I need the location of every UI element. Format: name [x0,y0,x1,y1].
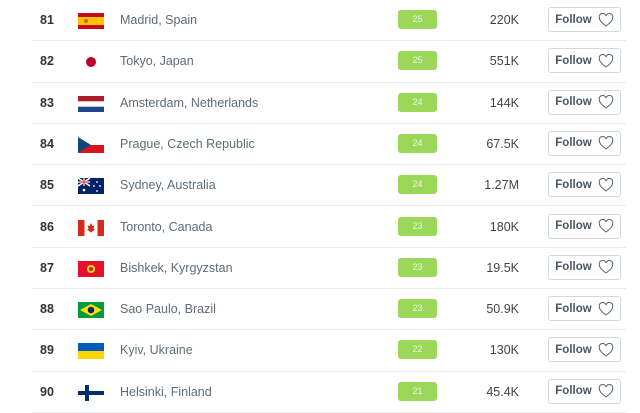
heart-icon [598,301,613,316]
follower-count: 45.4K [486,384,519,399]
heart-icon [598,136,613,151]
table-row: 85 Sydney, Australia 24 1.27M Follow [0,165,640,207]
follower-count: 144K [489,95,519,110]
heart-icon [598,177,613,192]
australia-flag-icon [78,178,104,195]
table-row: 88 Sao Paulo, Brazil 23 50.9K Follow [0,289,640,331]
table-row: 81 Madrid, Spain 25 220K Follow [0,0,640,42]
spain-flag-icon [78,13,104,29]
netherlands-flag-icon [78,95,104,112]
follow-label: Follow [555,96,592,109]
city-name[interactable]: Toronto, Canada [120,219,213,234]
rank-number: 89 [40,343,54,358]
follower-count: 130K [489,343,519,358]
follower-count: 220K [489,13,519,27]
follow-button[interactable]: Follow [548,89,621,115]
follower-count: 551K [489,54,519,69]
city-name[interactable]: Sao Paulo, Brazil [120,302,216,317]
city-name[interactable]: Tokyo, Japan [120,54,194,69]
heart-icon [598,53,613,68]
table-row: 82 Tokyo, Japan 25 551K Follow [0,41,640,83]
score-badge: 25 [398,51,437,71]
follow-button[interactable]: Follow [548,378,621,404]
city-name[interactable]: Amsterdam, Netherlands [120,95,259,110]
canada-flag-icon [78,219,104,236]
city-name[interactable]: Prague, Czech Republic [120,136,255,151]
rank-number: 88 [40,302,54,317]
follow-button[interactable]: Follow [548,172,621,198]
rank-number: 82 [40,54,54,69]
follow-button[interactable]: Follow [548,337,621,363]
follow-label: Follow [555,54,592,67]
follow-label: Follow [555,13,592,26]
follow-button[interactable]: Follow [548,130,621,156]
follow-label: Follow [555,385,592,398]
rank-number: 81 [40,13,54,27]
rank-number: 90 [40,384,54,399]
score-badge: 25 [398,10,437,29]
rank-number: 83 [40,95,54,110]
heart-icon [598,384,613,398]
follow-button[interactable]: Follow [548,7,621,32]
follower-count: 19.5K [486,260,519,275]
score-badge: 24 [398,175,437,195]
score-badge: 24 [398,92,437,112]
table-row: 84 Prague, Czech Republic 24 67.5K Follo… [0,124,640,166]
rank-number: 86 [40,219,54,234]
table-row: 83 Amsterdam, Netherlands 24 144K Follow [0,83,640,125]
follow-label: Follow [555,302,592,315]
city-name[interactable]: Kyiv, Ukraine [120,343,193,358]
score-badge: 23 [398,257,437,277]
score-badge: 23 [398,216,437,236]
follower-count: 1.27M [484,178,519,193]
city-name[interactable]: Madrid, Spain [120,13,198,27]
japan-flag-icon [78,54,104,71]
heart-icon [598,95,613,109]
ukraine-flag-icon [78,343,104,360]
finland-flag-icon [78,384,104,401]
heart-icon [598,342,613,357]
table-row: 86 Toronto, Canada 23 180K Follow [0,207,640,249]
city-name[interactable]: Sydney, Australia [120,178,216,193]
table-row: 90 Helsinki, Finland 21 45.4K Follow [0,372,640,413]
follow-label: Follow [555,137,592,150]
score-badge: 24 [398,133,437,153]
follower-count: 50.9K [486,302,519,317]
follower-count: 180K [489,219,519,234]
follow-button[interactable]: Follow [548,296,621,322]
follow-label: Follow [555,220,592,232]
heart-icon [598,12,613,27]
brazil-flag-icon [78,302,104,319]
score-badge: 22 [398,340,437,360]
heart-icon [598,260,613,274]
score-badge: 21 [398,381,437,401]
score-badge: 23 [398,299,437,319]
city-name[interactable]: Bishkek, Kyrgyzstan [120,260,233,275]
rank-number: 87 [40,260,54,275]
city-name[interactable]: Helsinki, Finland [120,384,212,399]
follow-label: Follow [555,178,592,191]
kyrgyzstan-flag-icon [78,260,104,277]
follow-button[interactable]: Follow [548,213,621,239]
follow-label: Follow [555,343,592,356]
table-row: 89 Kyiv, Ukraine 22 130K Follow [0,330,640,372]
heart-icon [598,219,613,233]
rank-number: 85 [40,178,54,193]
follow-button[interactable]: Follow [548,48,621,74]
czech-flag-icon [78,136,104,153]
rank-number: 84 [40,136,54,151]
table-row: 87 Bishkek, Kyrgyzstan 23 19.5K Follow [0,248,640,290]
follow-label: Follow [555,261,592,274]
follow-button[interactable]: Follow [548,254,621,280]
follower-count: 67.5K [486,136,519,151]
